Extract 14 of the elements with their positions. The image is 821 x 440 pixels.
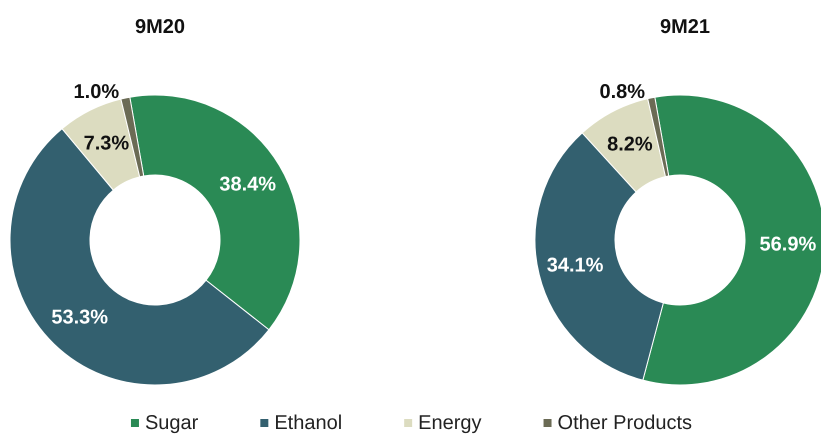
data-label: 1.0% bbox=[74, 81, 120, 104]
data-label: 8.2% bbox=[607, 133, 653, 156]
data-label: 34.1% bbox=[546, 254, 604, 277]
legend-label: Sugar bbox=[144, 412, 199, 434]
data-label: 38.4% bbox=[219, 174, 276, 196]
data-label: 56.9% bbox=[760, 234, 816, 256]
data-label: 7.3% bbox=[84, 132, 130, 155]
legend-label: Energy bbox=[418, 412, 482, 434]
data-label: 0.8% bbox=[599, 81, 646, 103]
slice-label: 9M21 bbox=[660, 16, 710, 38]
slice-label: 9M20 bbox=[134, 16, 186, 38]
legend-label: Ethanol bbox=[274, 412, 342, 434]
legend-label: Other Products bbox=[558, 412, 692, 434]
data-label: 53.3% bbox=[51, 306, 108, 328]
